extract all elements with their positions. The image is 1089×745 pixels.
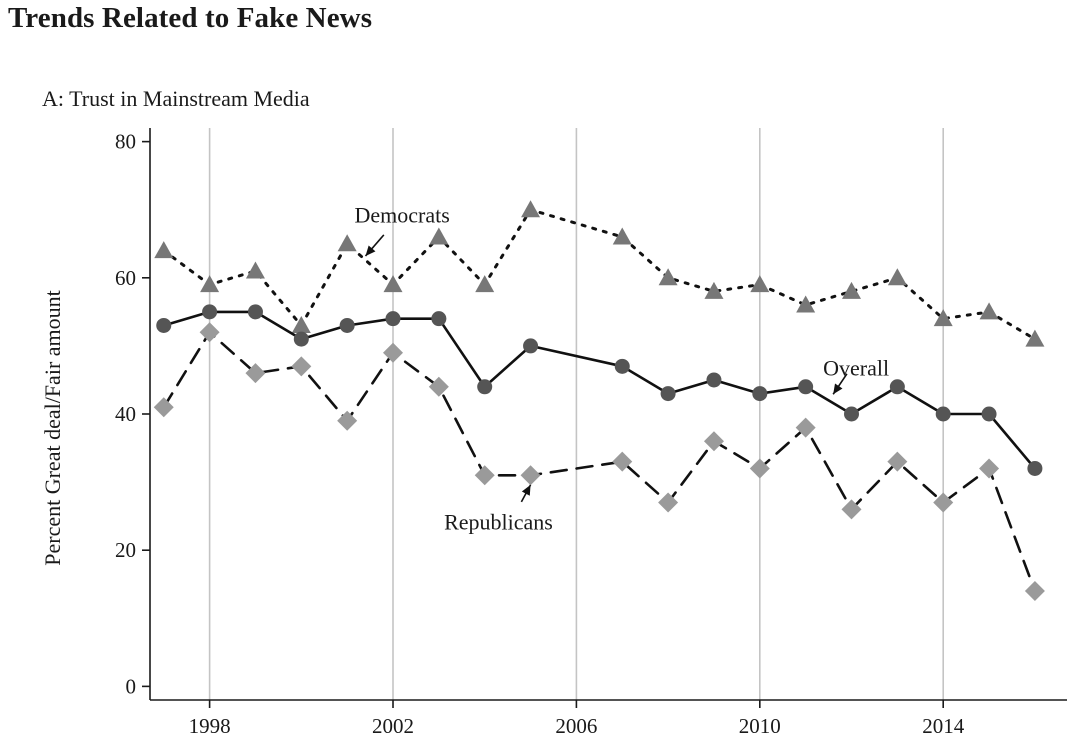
y-tick-label: 0: [126, 674, 137, 698]
x-tick-label: 1998: [189, 714, 231, 738]
arrowhead-overall: [833, 383, 843, 395]
x-tick-label: 2010: [739, 714, 781, 738]
democrats-point-2014: [933, 309, 953, 327]
overall-point-2016: [1027, 460, 1043, 476]
democrats-line: [162, 208, 1037, 341]
democrats-point-1998: [200, 275, 220, 293]
series-republicans: [153, 322, 1045, 602]
overall-point-2008: [660, 386, 676, 402]
overall-point-2012: [844, 406, 860, 422]
arrowhead-democrats: [365, 245, 376, 257]
republicans-point-1999: [245, 363, 266, 384]
overall-point-2010: [752, 386, 768, 402]
y-tick-label: 20: [115, 538, 136, 562]
democrats-point-2004: [475, 275, 495, 293]
y-tick-label: 80: [115, 130, 136, 154]
republicans-point-2012: [841, 499, 862, 520]
republicans-point-2013: [887, 451, 908, 472]
republicans-point-2002: [383, 342, 404, 363]
democrats-point-2008: [658, 268, 678, 286]
overall-point-2007: [614, 358, 630, 374]
republicans-point-1997: [153, 397, 174, 418]
democrats-point-2001: [337, 234, 357, 252]
x-tick-label: 2006: [555, 714, 597, 738]
democrats-point-2002: [383, 275, 403, 293]
democrats-point-2013: [887, 268, 907, 286]
republicans-point-2015: [979, 458, 1000, 479]
annotations: Democrats Overall Republicans: [355, 202, 890, 534]
axes: 0 20 40 60 80 1998 2002 2006 2010 2014 Percent Gre…: [40, 128, 1067, 738]
annotation-republicans: Republicans: [444, 510, 553, 535]
republicans-point-2016: [1024, 581, 1045, 602]
republicans-point-2001: [337, 410, 358, 431]
series-democrats: [154, 200, 1045, 347]
series-layer: [153, 200, 1045, 602]
overall-point-1997: [156, 317, 172, 333]
overall-point-2002: [385, 311, 401, 327]
republicans-point-2008: [658, 492, 679, 513]
democrats-point-2011: [796, 295, 816, 313]
democrats-point-2010: [750, 275, 770, 293]
democrats-point-2016: [1025, 329, 1045, 347]
overall-point-2013: [889, 379, 905, 395]
democrats-point-2007: [612, 227, 632, 245]
x-tick-label: 2002: [372, 714, 414, 738]
overall-point-2001: [339, 317, 355, 333]
overall-point-2015: [981, 406, 997, 422]
republicans-point-2000: [291, 356, 312, 377]
overall-point-1998: [202, 304, 218, 320]
democrats-point-1999: [245, 261, 265, 279]
republicans-point-2009: [703, 431, 724, 452]
gridlines: [208, 128, 945, 700]
annotation-democrats: Democrats: [355, 202, 450, 227]
republicans-point-2010: [749, 458, 770, 479]
overall-point-2011: [798, 379, 814, 395]
overall-line: [162, 310, 1037, 470]
republicans-point-2005: [520, 465, 541, 486]
republicans-point-1998: [199, 322, 220, 343]
democrats-point-2003: [429, 227, 449, 245]
democrats-point-2005: [521, 200, 541, 218]
y-tick-label: 40: [115, 402, 136, 426]
annotation-overall: Overall: [823, 356, 889, 381]
republicans-point-2003: [428, 376, 449, 397]
overall-point-1999: [247, 304, 263, 320]
republicans-point-2011: [795, 417, 816, 438]
series-overall: [156, 304, 1043, 476]
x-tick-label: 2014: [922, 714, 965, 738]
y-axis-title: Percent Great deal/Fair amount: [40, 290, 65, 566]
overall-point-2014: [935, 406, 951, 422]
overall-point-2004: [477, 379, 493, 395]
overall-point-2000: [293, 331, 309, 347]
democrats-point-2015: [979, 302, 999, 320]
overall-point-2009: [706, 372, 722, 388]
y-tick-label: 60: [115, 266, 136, 290]
republicans-point-2014: [933, 492, 954, 513]
democrats-point-1997: [154, 241, 174, 259]
democrats-point-2012: [842, 281, 862, 299]
republicans-point-2004: [474, 465, 495, 486]
overall-point-2003: [431, 311, 447, 327]
democrats-point-2000: [291, 315, 311, 333]
arrowhead-republicans: [521, 484, 531, 496]
page-title: Trends Related to Fake News: [8, 2, 373, 34]
democrats-point-2009: [704, 281, 724, 299]
panel-title: A: Trust in Mainstream Media: [42, 86, 310, 111]
overall-point-2005: [523, 338, 539, 354]
republicans-point-2007: [612, 451, 633, 472]
